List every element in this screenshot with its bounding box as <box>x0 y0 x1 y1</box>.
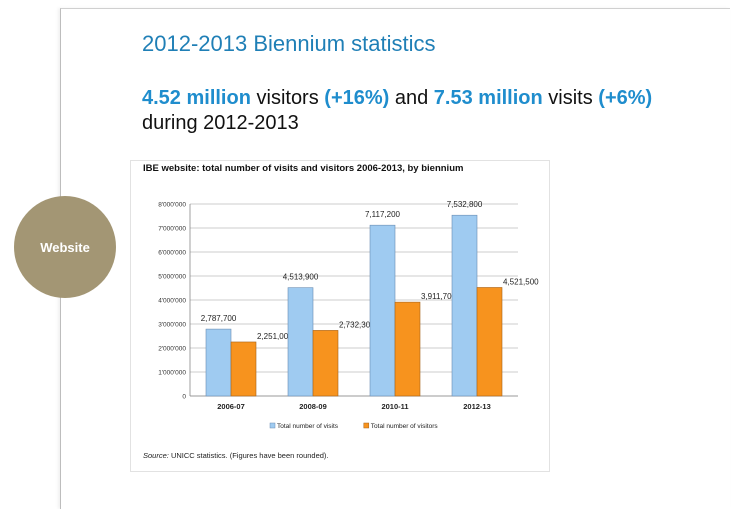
bar-visitors <box>477 287 502 396</box>
bar-visitors <box>395 302 420 396</box>
bar-visits <box>370 225 395 396</box>
y-tick-label: 4'000'000 <box>158 298 186 305</box>
x-tick-label: 2010-11 <box>381 402 408 411</box>
y-tick-label: 3'000'000 <box>158 322 186 329</box>
x-tick-label: 2008-09 <box>299 402 327 411</box>
source-note: Source: UNICC statistics. (Figures have … <box>143 451 329 460</box>
data-label-visits: 7,117,200 <box>365 210 401 219</box>
data-label-visits: 4,513,900 <box>283 273 319 282</box>
y-tick-label: 1'000'000 <box>158 370 186 377</box>
y-tick-label: 7'000'000 <box>158 226 186 233</box>
visitors-change: (+16%) <box>324 87 389 109</box>
bar-chart: 0 1'000'000 2'000'000 3'000'000 4'000'000 5'0… <box>130 160 548 450</box>
legend-label: Total number of visitors <box>371 423 439 430</box>
legend-swatch <box>364 423 369 428</box>
headline-period: during 2012-2013 <box>142 112 299 134</box>
visitors-value: 4.52 million <box>142 87 251 109</box>
visitors-word: visitors <box>251 87 324 109</box>
data-label-visits: 7,532,800 <box>447 200 483 209</box>
bar-visits <box>288 288 313 396</box>
bar-visitors <box>231 342 256 396</box>
and-word: and <box>389 87 433 109</box>
source-label: Source: <box>143 451 169 460</box>
data-label-visits: 2,787,700 <box>201 314 237 323</box>
section-badge: Website <box>14 196 116 298</box>
data-label-visitors: 4,521,500 <box>503 277 539 286</box>
legend-swatch <box>270 423 275 428</box>
y-tick-label: 8'000'000 <box>158 202 186 209</box>
y-tick-label: 2'000'000 <box>158 346 186 353</box>
bar-visitors <box>313 330 338 396</box>
badge-label: Website <box>40 240 90 255</box>
legend-label: Total number of visits <box>277 423 339 430</box>
visits-change: (+6%) <box>598 87 652 109</box>
visits-word: visits <box>543 87 599 109</box>
y-tick-label: 0 <box>182 394 186 401</box>
x-tick-label: 2012-13 <box>463 402 491 411</box>
slide-title: 2012-2013 Biennium statistics <box>142 31 436 57</box>
bar-visits <box>452 215 477 396</box>
bar-visits <box>206 329 231 396</box>
headline: 4.52 million visitors (+16%) and 7.53 mi… <box>142 86 652 136</box>
visits-value: 7.53 million <box>434 87 543 109</box>
y-tick-label: 5'000'000 <box>158 274 186 281</box>
x-tick-label: 2006-07 <box>217 402 245 411</box>
y-tick-label: 6'000'000 <box>158 250 186 257</box>
source-text: UNICC statistics. (Figures have been rou… <box>169 451 329 460</box>
data-label-visitors: 3,911,700 <box>421 292 457 301</box>
